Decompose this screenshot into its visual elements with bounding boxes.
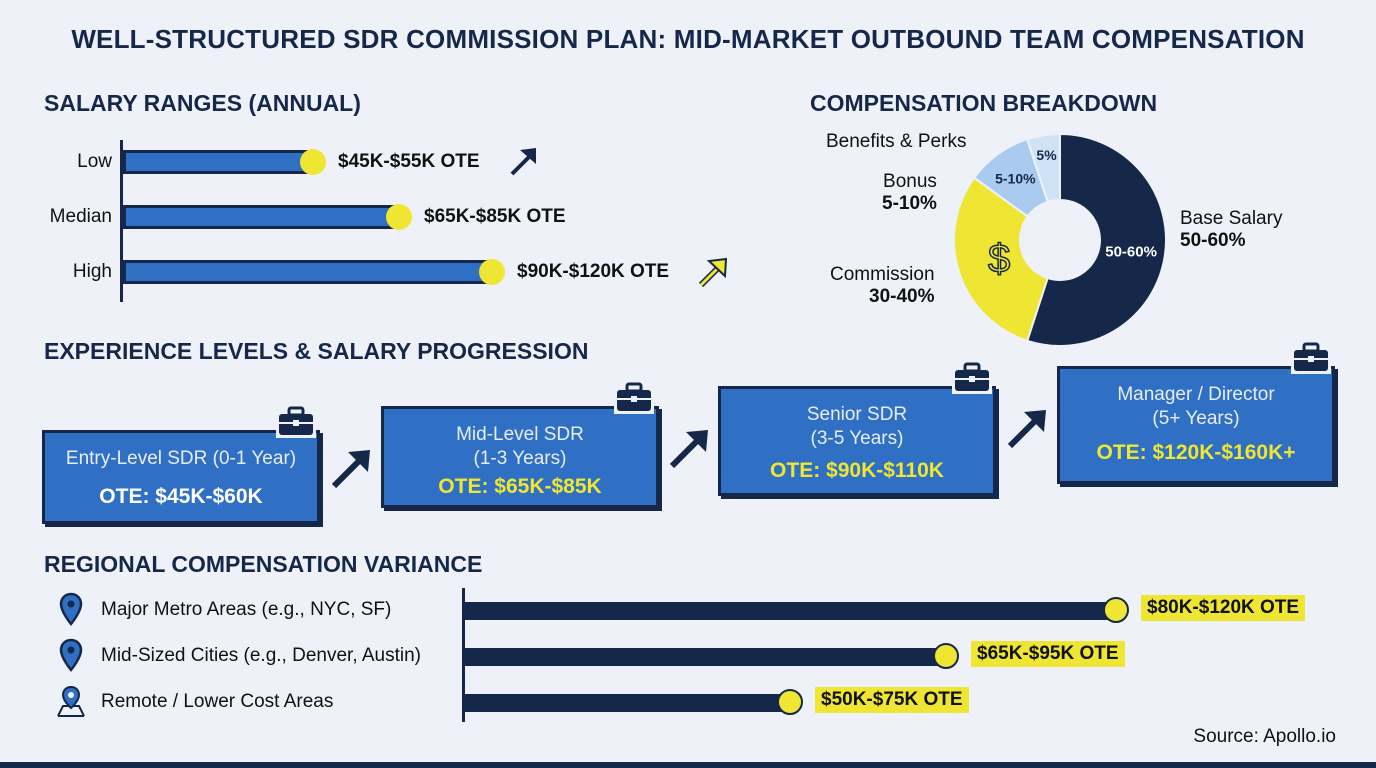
legend-base-salary: Base Salary 50-60% [1180,208,1283,251]
experience-card-entry: Entry-Level SDR (0-1 Year) OTE: $45K-$60… [42,430,320,524]
level-years: (1-3 Years) [473,448,567,469]
level-years: (3-5 Years) [810,428,904,449]
level-name: Senior SDR [806,404,908,425]
salary-bar [123,260,495,284]
salary-value-label: $90K-$120K OTE [517,261,670,282]
level-ote: OTE: $120K-$160K+ [1096,441,1296,464]
trend-arrow-icon [698,257,728,288]
briefcase-icon [952,362,992,394]
progression-arrow-icon [1007,410,1046,449]
region-bar-marker [933,643,959,669]
salary-axis [120,140,123,302]
slice-benefits [1025,132,1061,204]
location-pin-icon [54,592,88,626]
briefcase-icon [614,382,654,414]
salary-row-label: High [72,261,112,282]
salary-bar [123,150,316,174]
salary-bar-marker [386,204,412,230]
region-label: Mid-Sized Cities (e.g., Denver, Austin) [101,645,421,666]
trend-arrow-icon [510,148,536,176]
legend-benefits: Benefits & Perks [826,131,967,152]
source-note: Source: Apollo.io [1193,726,1336,747]
slice-value-label: 50-60% [1105,243,1157,260]
level-name: Manager / Director [1117,384,1275,405]
experience-card-manager: Manager / Director (5+ Years) OTE: $120K… [1057,366,1335,484]
progression-arrow-icon [331,450,370,489]
salary-bar-marker [479,259,505,285]
region-bar [465,602,1117,620]
page-title: WELL-STRUCTURED SDR COMMISSION PLAN: MID… [71,24,1305,54]
legend-commission: Commission 30-40% [830,264,935,307]
salary-value-label: $65K-$85K OTE [424,206,566,227]
salary-row-label: Low [77,151,112,172]
experience-card-mid: Mid-Level SDR (1-3 Years) OTE: $65K-$85K [381,406,659,508]
salary-bar [123,205,402,229]
legend-bonus: Bonus 5-10% [882,171,937,214]
salary-heading: SALARY RANGES (ANNUAL) [44,90,361,116]
compensation-donut: 50-60% $5-10%5% [953,132,1167,347]
salary-row-label: Median [49,206,112,227]
briefcase-icon [1291,342,1331,374]
dollar-icon: $ [988,237,1010,281]
experience-heading: EXPERIENCE LEVELS & SALARY PROGRESSION [44,338,589,364]
region-bar [465,694,791,712]
briefcase-icon [276,406,316,438]
level-ote: OTE: $65K-$85K [438,475,602,498]
experience-card-senior: Senior SDR (3-5 Years) OTE: $90K-$110K [718,386,996,496]
level-name: Mid-Level SDR [456,424,584,445]
breakdown-heading: COMPENSATION BREAKDOWN [810,90,1158,116]
regional-heading: REGIONAL COMPENSATION VARIANCE [44,551,483,577]
slice-base-salary [1025,132,1167,347]
region-label: Remote / Lower Cost Areas [101,691,334,712]
level-name: Entry-Level SDR (0-1 Year) [65,448,297,469]
level-years: (5+ Years) [1152,408,1240,429]
region-bar-marker [777,689,803,715]
region-bar-marker [1103,597,1129,623]
regional-axis [462,588,465,722]
region-value-label: $65K-$95K OTE [971,641,1125,667]
region-value-label: $80K-$120K OTE [1141,595,1306,621]
slice-value-label: 5-10% [995,171,1036,187]
location-pin-icon [54,638,88,672]
region-value-label: $50K-$75K OTE [815,687,969,713]
slice-value-label: 5% [1036,147,1057,163]
region-bar [465,648,947,666]
salary-bar-marker [300,149,326,175]
progression-arrow-icon [669,430,708,469]
region-label: Major Metro Areas (e.g., NYC, SF) [101,599,392,620]
salary-value-label: $45K-$55K OTE [338,151,480,172]
level-ote: OTE: $90K-$110K [770,459,944,482]
slice-commission [953,176,1049,343]
map-pin-icon [54,684,88,718]
level-ote: OTE: $45K-$60K [99,485,263,508]
